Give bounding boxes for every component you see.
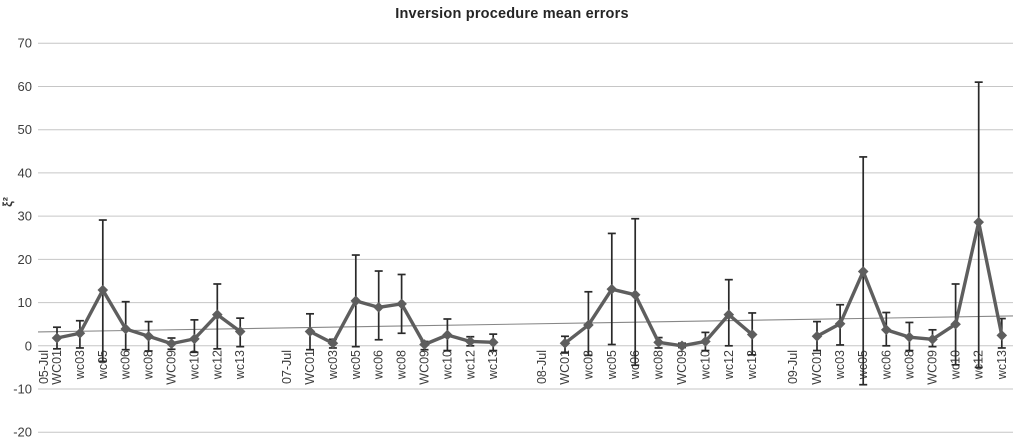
data-point-marker: [396, 298, 407, 310]
data-point-marker: [606, 283, 618, 295]
data-point-marker: [700, 336, 711, 347]
data-point-marker: [973, 216, 985, 228]
x-tick-label: wc06: [119, 350, 133, 380]
x-tick-label: wc12: [210, 350, 224, 380]
x-tick-label: WC01: [50, 350, 64, 385]
x-date-label: 09-Jul: [786, 350, 800, 384]
data-point-marker: [834, 318, 846, 330]
y-tick-label: 30: [18, 209, 32, 224]
data-point-marker: [723, 309, 735, 320]
x-tick-label: wc03: [581, 350, 595, 380]
x-date-label: 05-Jul: [37, 350, 51, 384]
data-point-marker: [653, 337, 664, 348]
x-tick-label: wc03: [73, 350, 87, 380]
x-tick-label: wc13: [995, 350, 1009, 380]
data-point-marker: [327, 337, 339, 349]
x-tick-label: wc12: [463, 350, 477, 380]
y-tick-label: 70: [18, 36, 32, 51]
x-tick-label: WC09: [926, 350, 940, 385]
x-tick-label: wc12: [722, 350, 736, 380]
chart-title: Inversion procedure mean errors: [395, 6, 629, 22]
x-date-label: 07-Jul: [280, 350, 294, 384]
data-point-marker: [350, 295, 362, 307]
data-point-marker: [559, 337, 571, 349]
data-point-marker: [419, 339, 430, 350]
x-tick-label: wc10: [187, 350, 201, 380]
data-point-marker: [857, 266, 869, 277]
x-tick-label: wc03: [326, 350, 340, 380]
data-point-marker: [74, 327, 86, 339]
x-tick-label: wc13: [486, 350, 500, 380]
x-tick-label: wc05: [349, 350, 363, 380]
data-point-marker: [487, 337, 499, 348]
x-tick-label: wc13: [233, 350, 247, 380]
x-tick-label: wc06: [372, 350, 386, 380]
data-point-marker: [189, 333, 200, 345]
x-tick-label: wc05: [605, 350, 619, 380]
y-tick-label: 50: [18, 122, 32, 137]
x-tick-label: wc08: [652, 350, 666, 380]
y-tick-label: -10: [13, 382, 32, 397]
data-point-marker: [51, 332, 63, 344]
trendline: [37, 315, 1014, 333]
y-tick-label: 10: [18, 295, 32, 310]
data-point-marker: [583, 319, 594, 331]
y-tick-label: 60: [18, 79, 32, 94]
data-point-marker: [904, 331, 915, 343]
data-point-marker: [629, 289, 641, 301]
data-point-marker: [166, 338, 177, 349]
data-point-marker: [927, 334, 938, 345]
x-tick-label: wc08: [395, 350, 409, 380]
x-tick-label: wc05: [96, 350, 110, 380]
x-tick-label: WC09: [418, 350, 432, 385]
data-point-marker: [996, 330, 1008, 341]
data-point-marker: [373, 302, 385, 313]
x-tick-label: wc13: [745, 350, 759, 380]
x-tick-label: wc03: [833, 350, 847, 380]
x-tick-label: wc06: [879, 350, 893, 380]
data-point-marker: [143, 330, 154, 342]
x-tick-label: WC01: [558, 350, 572, 385]
data-point-marker: [811, 330, 823, 342]
y-tick-label: 20: [18, 252, 32, 267]
x-tick-label: wc10: [698, 350, 712, 380]
data-point-marker: [880, 324, 892, 336]
y-tick-label: -20: [13, 425, 32, 440]
x-date-label: 08-Jul: [535, 350, 549, 384]
y-tick-label: 40: [18, 165, 32, 180]
data-point-marker: [211, 309, 223, 320]
data-point-marker: [97, 284, 109, 296]
data-point-marker: [234, 326, 246, 337]
x-tick-label: WC01: [303, 350, 317, 385]
data-point-marker: [304, 326, 316, 337]
data-point-marker: [464, 336, 476, 347]
y-tick-label: 0: [25, 338, 32, 353]
data-point-marker: [120, 323, 132, 335]
x-tick-label: WC09: [675, 350, 689, 385]
data-point-marker: [442, 329, 453, 341]
x-tick-label: wc10: [440, 350, 454, 380]
x-tick-label: wc08: [142, 350, 156, 380]
data-point-marker: [950, 318, 961, 330]
data-point-marker: [676, 340, 688, 352]
data-point-marker: [746, 329, 758, 340]
x-tick-label: WC09: [165, 350, 179, 385]
y-axis-label: ξ²: [1, 197, 15, 207]
x-tick-label: wc08: [902, 350, 916, 380]
x-tick-label: WC01: [810, 350, 824, 385]
